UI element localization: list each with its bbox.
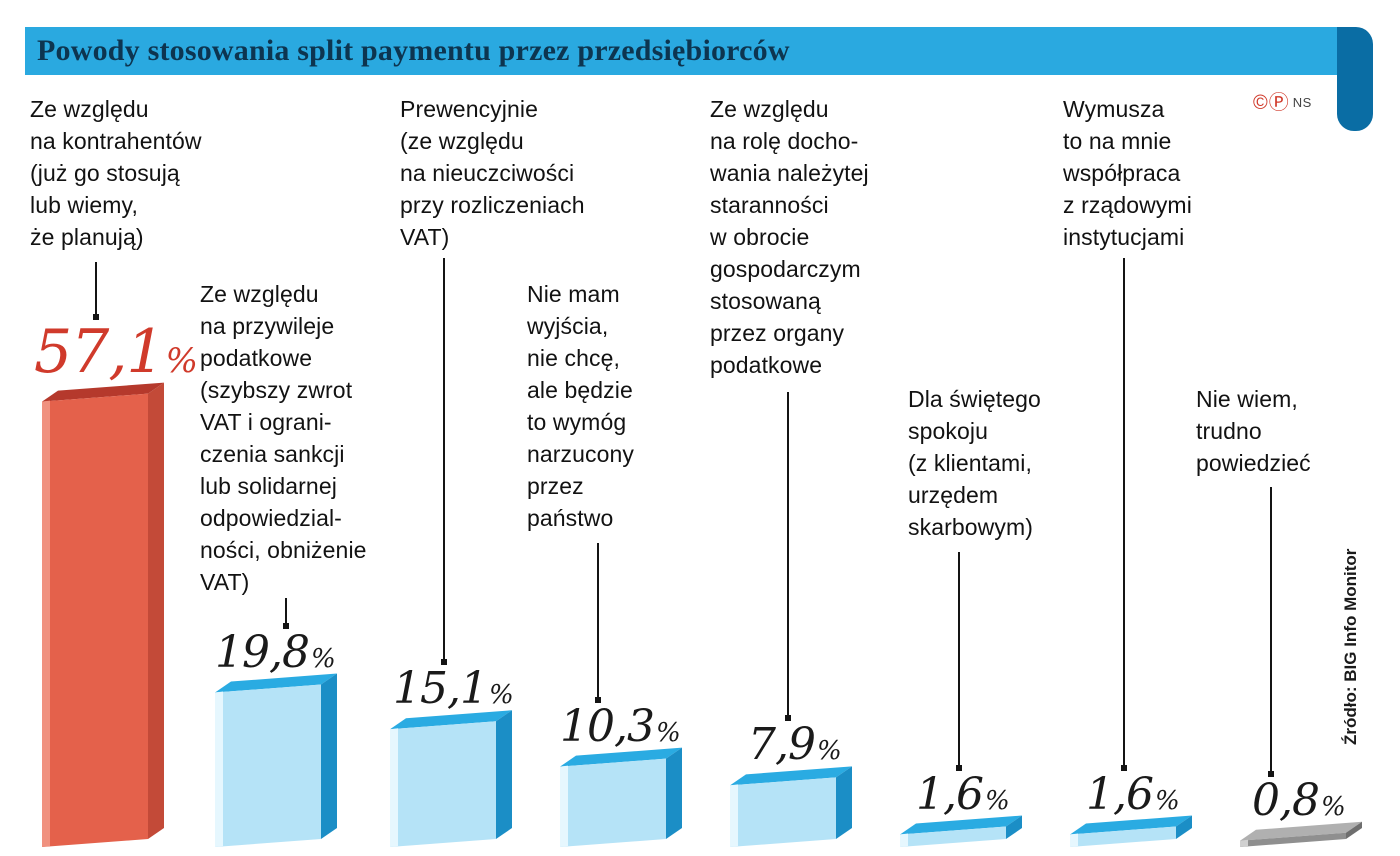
category-label-7: Wymusza to na mnie współpraca z rządowym… — [1063, 96, 1192, 250]
bar-4 — [560, 747, 682, 847]
value-number: 15,1 — [393, 663, 488, 715]
leader-dot-7 — [1121, 764, 1127, 771]
header-ribbon — [1337, 27, 1373, 131]
category-label-6: Dla świętego spokoju (z klientami, urzęd… — [908, 386, 1041, 540]
value-label-1: 57,1% — [34, 322, 198, 382]
percent-sign: % — [310, 643, 336, 674]
copyright-marks: ©Ⓟ NS — [1253, 92, 1312, 114]
value-number: 1,6 — [916, 768, 984, 820]
bar-1 — [42, 382, 164, 847]
leader-dot-5 — [785, 715, 791, 722]
leader-line-4 — [595, 543, 601, 703]
value-number: 0,8 — [1252, 774, 1320, 826]
value-number: 10,3 — [560, 700, 655, 752]
percent-sign: % — [816, 736, 842, 767]
category-label-8: Nie wiem, trudno powiedzieć — [1196, 386, 1311, 476]
category-label-1: Ze względu na kontrahentów (już go stosu… — [30, 96, 202, 250]
leader-line-3 — [441, 258, 447, 666]
bar-6 — [900, 815, 1022, 847]
copyright-icon: © — [1253, 92, 1269, 114]
leader-dot-4 — [595, 696, 601, 703]
value-number: 7,9 — [748, 719, 816, 771]
leader-line-7 — [1121, 258, 1127, 771]
leader-dot-2 — [283, 622, 289, 629]
leader-line-6 — [956, 552, 962, 771]
bar-3 — [390, 710, 512, 847]
category-label-4: Nie mam wyjścia, nie chcę, ale będzie to… — [527, 281, 635, 531]
bar-8 — [1240, 821, 1362, 847]
value-number: 57,1 — [34, 316, 165, 387]
leader-line-1 — [93, 262, 99, 320]
page-title: Powody stosowania split paymentu przez p… — [37, 34, 790, 67]
percent-sign: % — [165, 340, 198, 381]
value-label-4: 10,3% — [560, 704, 681, 749]
leader-dot-1 — [93, 313, 99, 320]
leader-dot-8 — [1268, 770, 1274, 777]
value-label-5: 7,9% — [748, 723, 842, 767]
percent-sign: % — [1154, 785, 1180, 816]
bar-7 — [1070, 815, 1192, 847]
category-label-5: Ze względu na rolę docho- wania należyte… — [710, 96, 869, 378]
value-number: 1,6 — [1086, 768, 1154, 820]
leader-dot-6 — [956, 764, 962, 771]
bar-2 — [215, 673, 337, 847]
leader-line-2 — [283, 598, 289, 629]
bar-5 — [730, 766, 852, 847]
value-label-7: 1,6% — [1086, 772, 1180, 817]
percent-sign: % — [655, 717, 681, 748]
leader-line-5 — [785, 392, 791, 722]
published-icon: Ⓟ — [1268, 92, 1290, 114]
value-number: 19,8 — [215, 626, 310, 678]
leader-dot-3 — [441, 659, 447, 666]
value-label-3: 15,1% — [393, 667, 514, 711]
value-label-2: 19,8% — [215, 630, 336, 675]
value-label-6: 1,6% — [916, 772, 1010, 817]
category-label-3: Prewencyjnie (ze względu na nieuczciwośc… — [400, 96, 585, 250]
header-bar: Powody stosowania split paymentu przez p… — [25, 27, 1337, 75]
agency-initials: NS — [1292, 95, 1312, 110]
percent-sign: % — [984, 785, 1010, 816]
percent-sign: % — [488, 680, 514, 711]
value-label-8: 0,8% — [1252, 778, 1346, 823]
leader-line-8 — [1268, 487, 1274, 777]
percent-sign: % — [1320, 791, 1346, 822]
category-label-2: Ze względu na przywileje podatkowe (szyb… — [200, 281, 367, 595]
